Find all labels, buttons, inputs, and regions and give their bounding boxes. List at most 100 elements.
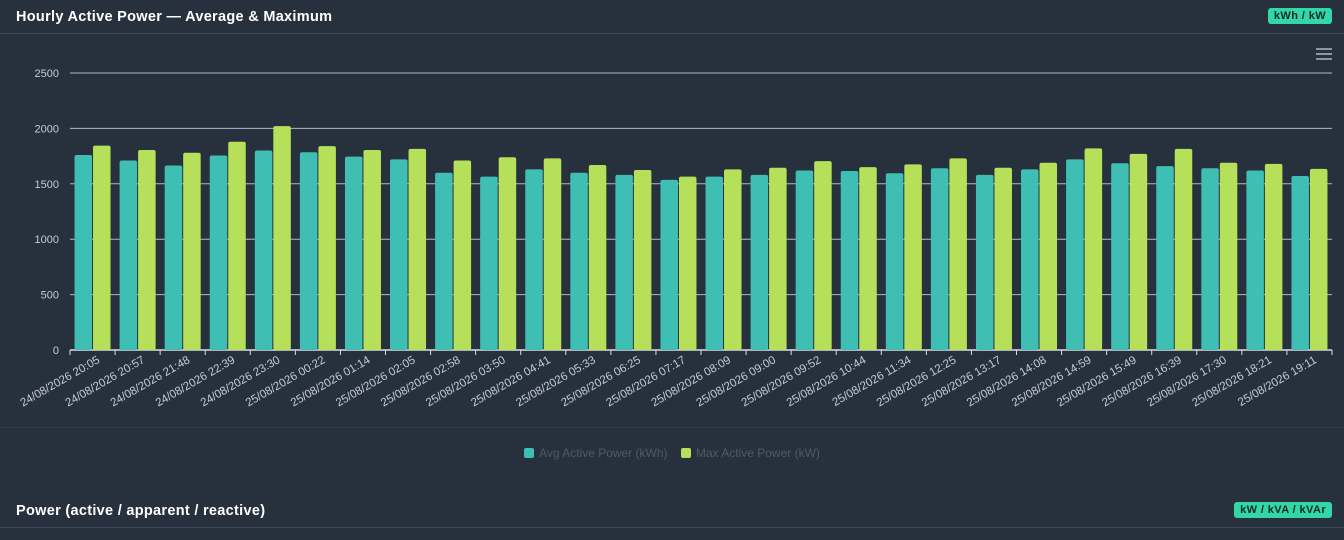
bar-avg — [750, 174, 769, 350]
bar-max — [228, 141, 246, 350]
y-tick-label: 1500 — [35, 179, 59, 191]
bar-avg — [840, 171, 859, 350]
x-tick-label: 25/08/2026 11:34 — [831, 354, 914, 409]
legend-item-max[interactable]: Max Active Power (kW) — [680, 446, 820, 460]
bar-max — [498, 157, 517, 350]
y-tick-label: 2000 — [35, 123, 59, 135]
x-tick-label: 25/08/2026 15:49 — [1055, 354, 1139, 409]
divider — [0, 427, 1344, 428]
bar-avg — [344, 156, 363, 350]
x-tick-label: 25/08/2026 09:52 — [740, 354, 824, 409]
bar-max — [724, 169, 742, 350]
bar-avg — [1246, 170, 1264, 350]
x-tick-label: 25/08/2026 08:09 — [649, 354, 733, 409]
bar-avg — [254, 150, 273, 350]
bar-max — [1129, 153, 1148, 350]
bar-avg — [930, 168, 949, 350]
bar-max — [1264, 163, 1283, 350]
legend-label: Avg Active Power (kWh) — [539, 446, 668, 460]
y-tick-label: 2500 — [35, 68, 59, 80]
hamburger-menu-icon[interactable] — [1316, 48, 1332, 60]
bar-avg — [705, 176, 724, 350]
bar-avg — [795, 170, 814, 350]
bar-max — [949, 158, 967, 350]
bar-avg — [1111, 163, 1129, 350]
bar-max — [1219, 162, 1238, 350]
bar-max — [93, 145, 111, 350]
bar-avg — [1066, 159, 1084, 350]
bar-max — [273, 126, 291, 351]
bar-avg — [390, 159, 408, 350]
panel-title: Hourly Active Power — Average & Maximum — [16, 9, 333, 25]
legend-item-avg[interactable]: Avg Active Power (kWh) — [524, 446, 668, 460]
x-tick-label: 25/08/2026 00:22 — [244, 354, 328, 409]
bar-max — [1174, 148, 1193, 350]
bar-avg — [570, 172, 588, 350]
x-tick-label: 25/08/2026 09:00 — [695, 354, 779, 409]
bar-avg — [119, 160, 138, 350]
y-tick-label: 1000 — [35, 234, 59, 246]
x-tick-label: 25/08/2026 05:33 — [514, 354, 598, 409]
x-tick-label: 25/08/2026 04:41 — [469, 354, 553, 409]
bar-max — [769, 167, 787, 350]
x-tick-label: 25/08/2026 14:59 — [1010, 354, 1094, 409]
bar-avg — [209, 155, 228, 350]
unit-badge: kW / kVA / kVAr — [1234, 502, 1332, 518]
x-tick-label: 25/08/2026 02:58 — [379, 354, 463, 409]
bar-avg — [435, 172, 453, 350]
y-tick-label: 500 — [41, 290, 59, 302]
panel-header-hourly-power: Hourly Active Power — Average & Maximum … — [0, 0, 1344, 34]
bar-max — [1039, 162, 1058, 350]
bar-max — [859, 167, 877, 350]
x-tick-label: 24/08/2026 22:39 — [154, 354, 238, 409]
x-tick-label: 25/08/2026 18:21 — [1190, 354, 1274, 409]
x-tick-label: 24/08/2026 21:48 — [109, 354, 193, 409]
bar-max — [633, 169, 652, 350]
bar-avg — [885, 173, 904, 350]
bar-chart: 0 500 1000 1500 2000 2500 24/08/2026 20:05 24/0… — [0, 35, 1344, 427]
bar-avg — [1021, 169, 1039, 350]
x-tick-label: 25/08/2026 06:25 — [559, 354, 643, 409]
legend-label: Max Active Power (kW) — [695, 446, 820, 460]
bar-avg — [299, 152, 318, 350]
bar-max — [904, 164, 922, 350]
bar-max — [543, 158, 562, 350]
bar-max — [363, 150, 381, 350]
bar-avg — [1156, 166, 1174, 350]
x-tick-label: 25/08/2026 07:17 — [604, 354, 688, 409]
bar-max — [183, 152, 201, 350]
bar-max — [1084, 148, 1103, 350]
bar-avg — [1291, 176, 1309, 350]
bar-max — [318, 146, 336, 350]
bar-max — [994, 167, 1012, 350]
x-tick-label: 25/08/2026 17:30 — [1145, 354, 1229, 409]
bar-max — [678, 176, 697, 350]
x-tick-label: 24/08/2026 20:05 — [18, 354, 102, 409]
x-tick-label: 25/08/2026 16:39 — [1100, 354, 1184, 409]
bar-max — [453, 160, 472, 350]
bar-avg — [525, 169, 543, 350]
bar-avg — [975, 174, 994, 350]
x-tick-label: 25/08/2026 02:05 — [334, 354, 418, 409]
x-tick-label: 25/08/2026 14:08 — [965, 354, 1049, 409]
x-tick-label: 24/08/2026 23:30 — [199, 354, 283, 409]
legend-swatch — [524, 448, 535, 458]
bar-avg — [1201, 168, 1219, 350]
bar-avg — [164, 165, 183, 350]
bar-avg — [480, 176, 498, 350]
x-tick-label: 25/08/2026 19:11 — [1236, 354, 1319, 409]
bar-max — [814, 161, 832, 350]
bar-max — [1309, 168, 1328, 350]
legend-swatch — [680, 448, 691, 458]
x-tick-label: 25/08/2026 03:50 — [424, 354, 508, 409]
x-tick-label: 25/08/2026 13:17 — [920, 354, 1004, 409]
unit-badge: kWh / kW — [1267, 8, 1332, 24]
bar-avg — [615, 174, 633, 350]
bar-max — [588, 164, 607, 350]
x-tick-label: 25/08/2026 10:44 — [785, 354, 869, 409]
panel-header-power: Power (active / apparent / reactive) kW … — [0, 494, 1344, 528]
bar-avg — [660, 179, 678, 350]
x-tick-label: 25/08/2026 12:25 — [875, 354, 959, 409]
bar-avg — [74, 154, 93, 350]
